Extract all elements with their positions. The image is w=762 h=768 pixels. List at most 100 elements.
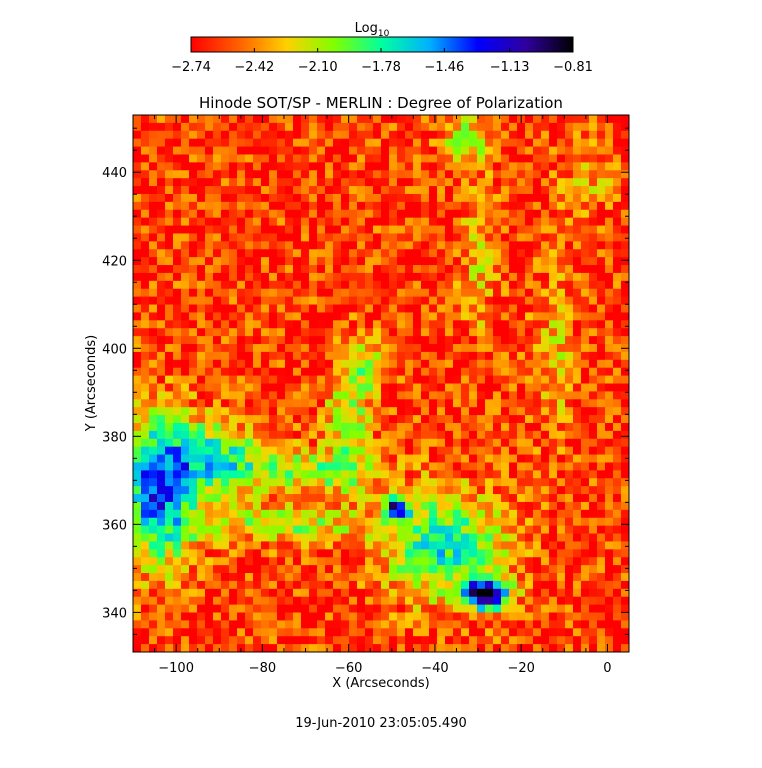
heatmap-cell: [317, 588, 326, 598]
heatmap-cell: [261, 359, 270, 369]
heatmap-cell: [613, 344, 622, 353]
heatmap-cell: [501, 580, 510, 590]
heatmap-cell: [357, 130, 366, 140]
heatmap-cell: [301, 596, 310, 606]
heatmap-cell: [605, 225, 614, 235]
heatmap-cell: [341, 217, 350, 227]
heatmap-cell: [309, 233, 318, 242]
heatmap-cell: [213, 383, 222, 392]
heatmap-cell: [141, 588, 150, 598]
heatmap-cell: [493, 596, 502, 606]
heatmap-cell: [229, 328, 238, 337]
heatmap-cell: [141, 288, 150, 298]
heatmap-cell: [453, 162, 462, 171]
heatmap-cell: [533, 225, 542, 235]
heatmap-cell: [549, 115, 558, 124]
heatmap-cell: [621, 320, 629, 329]
heatmap-cell: [477, 304, 486, 314]
heatmap-cell: [293, 249, 302, 258]
heatmap-cell: [517, 344, 526, 353]
heatmap-cell: [565, 186, 574, 195]
heatmap-cell: [229, 596, 238, 606]
heatmap-cell: [173, 462, 182, 471]
heatmap-cell: [293, 486, 302, 495]
heatmap-cell: [613, 422, 622, 432]
heatmap-cell: [493, 422, 502, 432]
heatmap-cell: [605, 162, 614, 171]
heatmap-cell: [181, 367, 190, 377]
heatmap-cell: [549, 422, 558, 432]
heatmap-cell: [325, 549, 334, 558]
heatmap-cell: [165, 383, 174, 392]
heatmap-cell: [165, 241, 174, 250]
heatmap-cell: [397, 328, 406, 337]
heatmap-cell: [269, 486, 278, 495]
heatmap-cell: [437, 328, 446, 337]
heatmap-cell: [133, 154, 142, 163]
heatmap-cell: [421, 296, 430, 306]
heatmap-cell: [381, 170, 390, 179]
heatmap-cell: [541, 170, 550, 179]
heatmap-cell: [213, 565, 222, 574]
heatmap-cell: [445, 193, 454, 203]
heatmap-cell: [357, 486, 366, 495]
heatmap-cell: [541, 280, 550, 290]
heatmap-cell: [269, 351, 278, 361]
heatmap-cell: [445, 438, 454, 448]
heatmap-cell: [357, 636, 366, 645]
heatmap-cell: [277, 265, 286, 274]
heatmap-cell: [429, 344, 438, 353]
heatmap-cell: [405, 486, 414, 495]
heatmap-cell: [557, 446, 566, 456]
heatmap-cell: [493, 557, 502, 566]
heatmap-cell: [357, 351, 366, 361]
heatmap-cell: [453, 422, 462, 432]
heatmap-cell: [621, 193, 629, 203]
heatmap-cell: [197, 517, 206, 527]
heatmap-cell: [501, 375, 510, 385]
heatmap-cell: [517, 604, 526, 614]
heatmap-cell: [277, 446, 286, 456]
heatmap-cell: [413, 344, 422, 353]
heatmap-cell: [293, 454, 302, 464]
heatmap-cell: [173, 549, 182, 558]
heatmap-cell: [597, 122, 606, 132]
heatmap-cell: [301, 186, 310, 195]
heatmap-cell: [197, 225, 206, 235]
heatmap-cell: [613, 115, 622, 124]
heatmap-cell: [549, 486, 558, 495]
heatmap-cell: [533, 249, 542, 258]
heatmap-cell: [437, 265, 446, 274]
heatmap-cell: [405, 280, 414, 290]
heatmap-cell: [493, 217, 502, 227]
heatmap-cell: [437, 249, 446, 258]
heatmap-cell: [397, 249, 406, 258]
heatmap-cell: [181, 130, 190, 140]
heatmap-cell: [285, 446, 294, 456]
heatmap-cell: [437, 628, 446, 637]
heatmap-cell: [141, 209, 150, 219]
heatmap-cell: [477, 430, 486, 440]
heatmap-cell: [533, 115, 542, 124]
heatmap-cell: [397, 288, 406, 298]
heatmap-cell: [157, 225, 166, 235]
heatmap-cell: [373, 454, 382, 464]
heatmap-cell: [533, 186, 542, 195]
heatmap-cell: [493, 162, 502, 171]
heatmap-cell: [301, 454, 310, 464]
heatmap-cell: [373, 265, 382, 274]
heatmap-cell: [421, 344, 430, 353]
heatmap-cell: [149, 375, 158, 385]
heatmap-cell: [501, 604, 510, 614]
heatmap-cell: [469, 320, 478, 329]
heatmap-cell: [341, 336, 350, 345]
heatmap-cell: [477, 375, 486, 385]
heatmap-cell: [613, 225, 622, 235]
heatmap-cell: [581, 446, 590, 456]
heatmap-cell: [501, 565, 510, 574]
heatmap-cell: [445, 280, 454, 290]
heatmap-cell: [173, 533, 182, 543]
heatmap-cell: [437, 573, 446, 582]
heatmap-cell: [221, 620, 230, 629]
heatmap-cell: [285, 336, 294, 345]
